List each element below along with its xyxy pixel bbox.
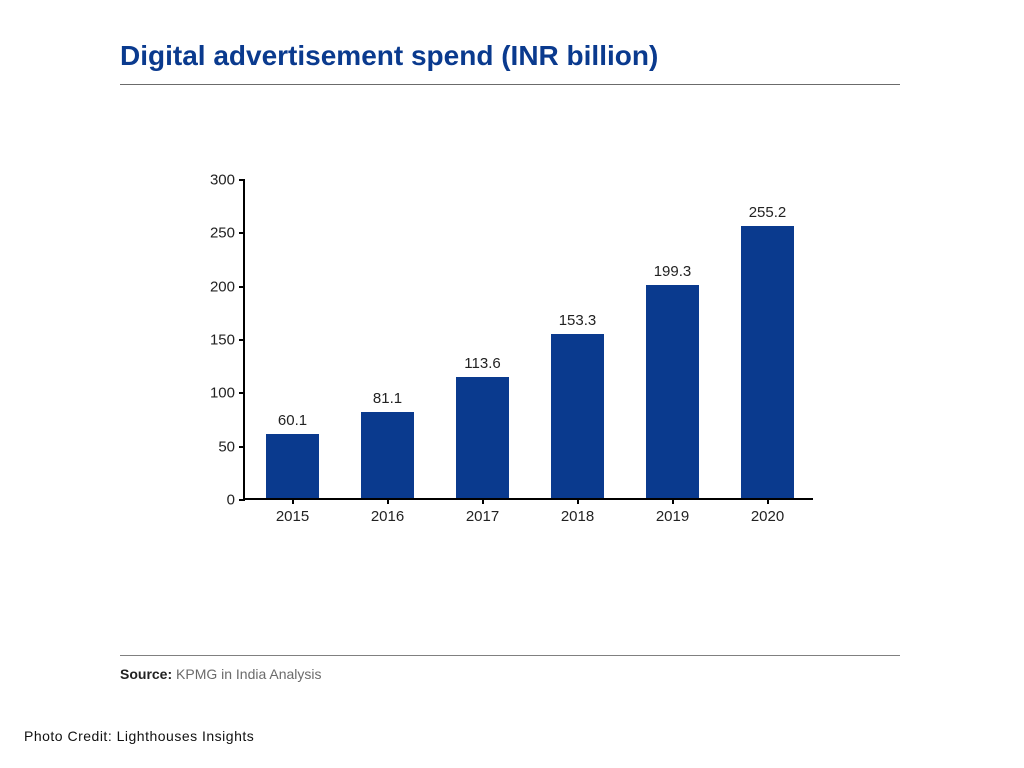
bar-value-label: 153.3 [551, 312, 603, 329]
bar-value-label: 81.1 [361, 390, 413, 407]
x-tick-mark [387, 498, 389, 504]
bar: 81.1 [361, 412, 413, 499]
x-tick-mark [577, 498, 579, 504]
y-tick-mark [239, 499, 245, 501]
y-tick-label: 250 [185, 225, 235, 242]
bar-value-label: 60.1 [266, 412, 318, 429]
source-text: Source: KPMG in India Analysis [120, 666, 900, 682]
x-tick-mark [672, 498, 674, 504]
x-tick-label: 2015 [253, 508, 333, 525]
y-axis: 050100150200250300 [185, 180, 235, 500]
chart-area: 050100150200250300 60.1201581.12016113.6… [195, 180, 875, 500]
y-tick-mark [239, 446, 245, 448]
bar: 153.3 [551, 334, 603, 498]
photo-credit: Photo Credit: Lighthouses Insights [24, 728, 254, 744]
x-tick-label: 2017 [443, 508, 523, 525]
title-rule [120, 84, 900, 85]
source-value: KPMG in India Analysis [176, 666, 322, 682]
y-tick-mark [239, 179, 245, 181]
bar: 199.3 [646, 285, 698, 498]
x-tick-mark [767, 498, 769, 504]
source-label: Source: [120, 666, 172, 682]
bar: 113.6 [456, 377, 508, 498]
source-block: Source: KPMG in India Analysis [120, 655, 900, 682]
chart-container: Digital advertisement spend (INR billion… [0, 0, 1024, 682]
y-tick-mark [239, 232, 245, 234]
x-tick-label: 2020 [728, 508, 808, 525]
y-tick-label: 50 [185, 438, 235, 455]
x-tick-label: 2016 [348, 508, 428, 525]
bar-value-label: 199.3 [646, 263, 698, 280]
bar-value-label: 113.6 [456, 355, 508, 372]
bar: 255.2 [741, 226, 793, 498]
bar-value-label: 255.2 [741, 204, 793, 221]
y-tick-label: 0 [185, 492, 235, 509]
y-tick-mark [239, 286, 245, 288]
title-block: Digital advertisement spend (INR billion… [120, 40, 900, 85]
y-tick-label: 200 [185, 278, 235, 295]
x-tick-mark [482, 498, 484, 504]
x-tick-mark [292, 498, 294, 504]
y-tick-mark [239, 339, 245, 341]
chart-title: Digital advertisement spend (INR billion… [120, 40, 900, 72]
y-tick-label: 150 [185, 332, 235, 349]
bar: 60.1 [266, 434, 318, 498]
x-tick-label: 2018 [538, 508, 618, 525]
source-rule [120, 655, 900, 656]
y-tick-mark [239, 392, 245, 394]
y-tick-label: 100 [185, 385, 235, 402]
y-tick-label: 300 [185, 172, 235, 189]
x-tick-label: 2019 [633, 508, 713, 525]
plot-area: 60.1201581.12016113.62017153.32018199.32… [243, 180, 813, 500]
